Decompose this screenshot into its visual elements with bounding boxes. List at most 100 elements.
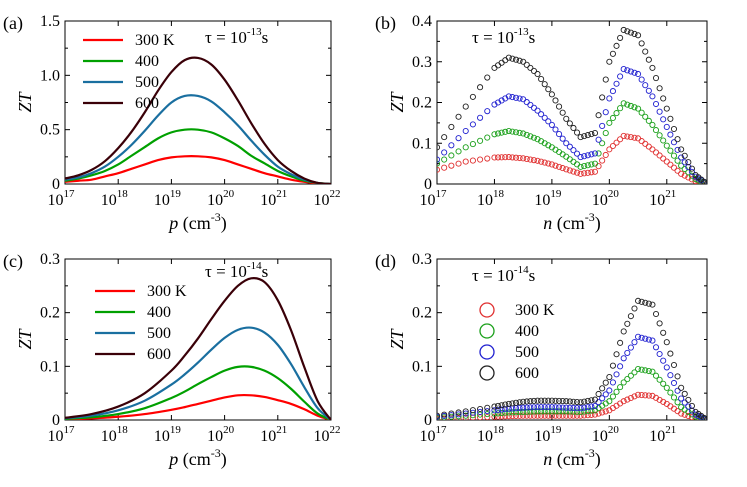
y-tick-label: 0.3 — [40, 251, 60, 268]
series-marker-3 — [520, 58, 527, 65]
series-marker-0 — [530, 157, 537, 164]
series-marker-3 — [631, 30, 638, 37]
series-marker-1 — [678, 162, 685, 169]
y-tick-label: 0.1 — [412, 135, 432, 152]
x-tick-base: 10 — [314, 192, 330, 209]
series-marker-1 — [663, 142, 670, 149]
series-marker-1 — [548, 408, 555, 415]
series-marker-3 — [462, 408, 469, 415]
series-marker-3 — [656, 85, 663, 92]
x-tick-exponent: 22 — [330, 188, 341, 200]
series-marker-1 — [437, 160, 441, 167]
series-marker-0 — [670, 164, 678, 171]
x-tick-label: 1017 — [420, 424, 448, 445]
series-marker-2 — [638, 334, 645, 341]
series-marker-0 — [627, 134, 634, 141]
series-marker-3 — [667, 350, 674, 357]
series-marker-1 — [584, 162, 591, 169]
series-marker-3 — [556, 397, 563, 404]
series-marker-3 — [552, 397, 559, 404]
legend-label-2: 500 — [135, 74, 159, 91]
series-marker-3 — [462, 103, 469, 110]
plot-area — [437, 297, 707, 420]
series-marker-3 — [548, 397, 555, 404]
y-tick-label: 1.5 — [40, 13, 60, 30]
series-marker-3 — [563, 398, 570, 405]
series-marker-2 — [688, 168, 695, 175]
series-marker-0 — [484, 155, 491, 162]
x-tick-exponent: 21 — [276, 188, 287, 200]
series-marker-3 — [502, 57, 509, 64]
series-marker-3 — [505, 400, 512, 407]
series-marker-2 — [559, 135, 566, 142]
x-tick-exponent: 19 — [550, 424, 562, 436]
series-marker-3 — [635, 297, 642, 304]
series-marker-3 — [491, 403, 498, 410]
x-tick-label: 1022 — [314, 188, 341, 209]
series-marker-3 — [584, 132, 591, 139]
series-marker-2 — [584, 152, 591, 159]
x-tick-base: 10 — [649, 428, 665, 445]
y-tick-label: 0.3 — [412, 251, 432, 268]
series-marker-0 — [462, 158, 469, 165]
series-marker-2 — [591, 150, 599, 157]
series-marker-0 — [678, 410, 685, 417]
series-marker-0 — [649, 146, 656, 153]
series-marker-1 — [660, 380, 667, 387]
series-marker-0 — [437, 166, 441, 173]
series-marker-0 — [498, 413, 505, 420]
x-axis-variable: p — [167, 449, 178, 469]
series-marker-2 — [602, 109, 609, 116]
series-marker-2 — [617, 363, 624, 370]
series-marker-1 — [606, 119, 613, 126]
series-marker-3 — [624, 28, 631, 35]
x-axis-unit: cm — [189, 449, 211, 469]
x-tick-label: 1019 — [154, 424, 182, 445]
series-marker-0 — [577, 170, 584, 177]
series-marker-3 — [556, 103, 563, 110]
series-marker-2 — [491, 407, 498, 414]
series-marker-0 — [660, 155, 667, 162]
series-marker-1 — [462, 412, 469, 419]
series-marker-0 — [512, 412, 520, 420]
series-marker-0 — [448, 162, 455, 169]
x-tick-base: 10 — [477, 192, 493, 209]
series-marker-2 — [548, 121, 555, 128]
series-marker-2 — [631, 69, 638, 76]
series-marker-2 — [599, 122, 606, 129]
series-marker-2 — [523, 404, 530, 411]
series-marker-0 — [484, 413, 491, 420]
series-marker-3 — [609, 362, 616, 369]
series-marker-1 — [617, 105, 624, 112]
series-marker-3 — [606, 374, 613, 381]
series-marker-0 — [627, 394, 634, 402]
series-marker-2 — [591, 402, 599, 410]
series-marker-0 — [494, 154, 502, 161]
series-marker-1 — [477, 137, 484, 144]
series-marker-1 — [645, 367, 652, 375]
x-tick-exponent: 21 — [665, 188, 676, 200]
series-marker-2 — [437, 156, 441, 163]
series-marker-1 — [588, 161, 595, 168]
series-marker-3 — [663, 339, 670, 346]
tau-text: τ = 10 — [205, 28, 247, 47]
series-marker-3 — [505, 54, 512, 61]
tau-text: τ = 10 — [472, 266, 514, 285]
series-marker-1 — [652, 127, 660, 134]
x-axis-unit-exponent: -3 — [211, 210, 221, 224]
series-marker-1 — [638, 109, 645, 116]
series-marker-0 — [606, 146, 613, 153]
series-marker-3 — [701, 414, 707, 420]
series-marker-2 — [548, 404, 555, 411]
series-marker-0 — [663, 158, 670, 165]
series-marker-2 — [667, 372, 674, 379]
series-marker-3 — [663, 105, 670, 112]
series-marker-1 — [498, 129, 505, 136]
series-marker-1 — [577, 408, 584, 416]
series-marker-3 — [527, 64, 534, 71]
series-marker-1 — [584, 408, 591, 415]
x-tick-base: 10 — [260, 192, 276, 209]
series-marker-0 — [494, 413, 502, 420]
series-marker-1 — [591, 160, 599, 167]
x-tick-base: 10 — [101, 428, 117, 445]
